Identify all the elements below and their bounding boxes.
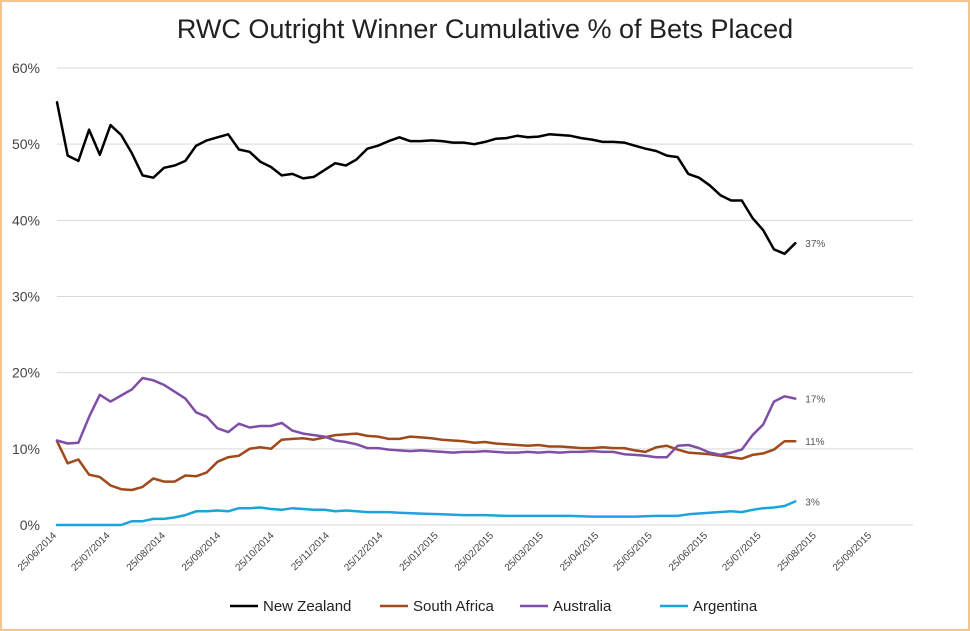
legend-label: Argentina — [693, 598, 758, 615]
end-value-label: 37% — [805, 239, 825, 250]
chart-title: RWC Outright Winner Cumulative % of Bets… — [176, 14, 794, 44]
x-tick-label: 25/11/2014 — [289, 530, 332, 573]
x-tick-label: 25/07/2014 — [69, 530, 112, 573]
end-value-label: 11% — [805, 437, 824, 448]
x-tick-label: 25/09/2014 — [180, 530, 223, 573]
x-tick-label: 25/05/2015 — [612, 530, 655, 573]
x-tick-label: 25/01/2015 — [398, 530, 441, 573]
x-tick-label: 25/08/2015 — [776, 530, 819, 573]
series-line-1 — [55, 432, 797, 492]
y-tick-label: 30% — [12, 289, 40, 305]
y-tick-label: 20% — [12, 365, 40, 381]
legend-label: Australia — [553, 598, 612, 615]
y-tick-label: 40% — [12, 212, 40, 228]
x-tick-label: 25/03/2015 — [503, 530, 546, 573]
series-line-2 — [55, 376, 797, 459]
series-line-0 — [55, 101, 797, 256]
y-tick-label: 0% — [20, 517, 40, 533]
end-value-label: 3% — [805, 497, 820, 508]
legend-label: New Zealand — [263, 598, 351, 615]
x-tick-label: 25/04/2015 — [558, 530, 601, 573]
end-value-label: 17% — [805, 395, 825, 406]
x-tick-label: 25/08/2014 — [125, 530, 168, 573]
x-tick-label: 25/06/2015 — [667, 530, 710, 573]
x-tick-label: 25/07/2015 — [720, 530, 763, 573]
y-tick-label: 50% — [12, 136, 40, 152]
series-line-3 — [55, 500, 797, 527]
x-tick-label: 25/06/2014 — [16, 530, 59, 573]
y-tick-label: 60% — [12, 60, 40, 76]
x-tick-label: 25/02/2015 — [453, 530, 496, 573]
x-tick-label: 25/12/2014 — [342, 530, 385, 573]
x-tick-label: 25/09/2015 — [831, 530, 874, 573]
y-tick-label: 10% — [12, 441, 40, 457]
legend-label: South Africa — [413, 598, 495, 615]
x-tick-label: 25/10/2014 — [234, 530, 277, 573]
